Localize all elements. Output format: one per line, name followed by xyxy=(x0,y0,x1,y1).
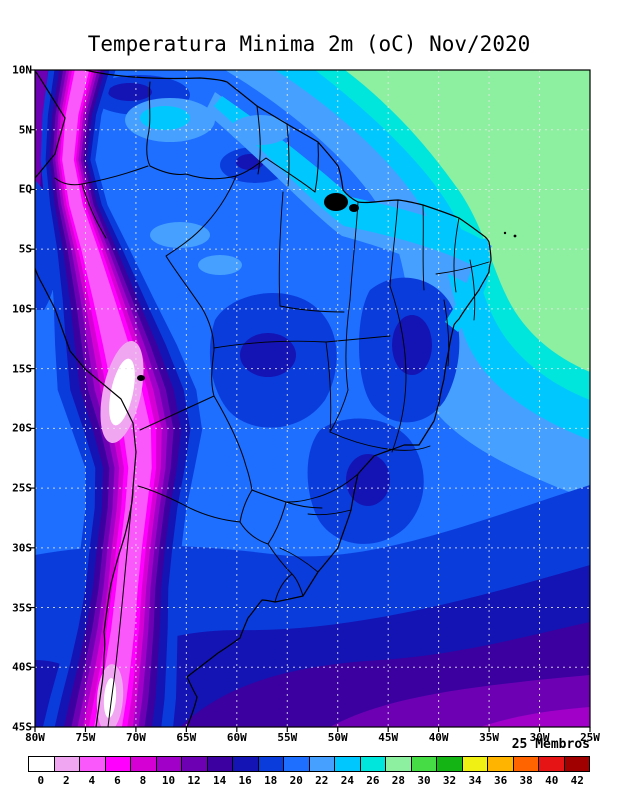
noronha-island xyxy=(513,234,517,238)
colorbar-cell xyxy=(563,756,590,772)
colorbar-label: 6 xyxy=(114,774,121,787)
colorbar-label: 16 xyxy=(238,774,252,787)
rocas-atoll xyxy=(503,231,507,235)
colorbar-label: 32 xyxy=(442,774,457,787)
state-borders xyxy=(213,191,490,573)
lat-tick-label: 25S xyxy=(12,481,32,495)
colorbar-label: 22 xyxy=(315,774,329,787)
plot-frame xyxy=(34,69,591,728)
members-label: 25 Membros xyxy=(511,737,590,752)
colorbar-label: 4 xyxy=(88,774,96,787)
colorbar-cell xyxy=(487,756,514,772)
colorbar-label: 26 xyxy=(366,774,380,787)
lat-tick-label: EQ xyxy=(18,182,32,196)
colorbar-label: 36 xyxy=(493,774,508,787)
colorbar-cell xyxy=(232,756,259,772)
colorbar-label: 10 xyxy=(161,774,176,787)
colorbar-label: 0 xyxy=(37,774,45,787)
andes-ring xyxy=(62,70,152,727)
lat-tick-label: 20S xyxy=(12,421,32,435)
lat-tick-label: 30S xyxy=(12,541,32,555)
colorbar-label: 28 xyxy=(391,774,406,787)
lon-tick-label: 65W xyxy=(176,731,197,744)
colorbar-cell xyxy=(53,756,80,772)
colorbar-label: 24 xyxy=(340,774,354,787)
lon-tick-label: 50W xyxy=(327,731,348,744)
colorbar-cell xyxy=(206,756,233,772)
country-borders xyxy=(54,81,323,727)
colorbar-label: 14 xyxy=(212,774,227,787)
colorbar-cell xyxy=(512,756,539,772)
lat-tick-label: 10S xyxy=(12,302,32,316)
lat-tick-label: 10N xyxy=(12,63,32,77)
lon-tick-label: 75W xyxy=(75,731,96,744)
colorbar-cell xyxy=(359,756,386,772)
coastline xyxy=(35,70,492,727)
lon-tick-label: 80W xyxy=(25,731,45,744)
lon-tick-label: 60W xyxy=(226,731,247,744)
colorbar-label: 18 xyxy=(264,774,278,787)
lon-tick-label: 25W xyxy=(580,731,600,744)
colorbar-cell xyxy=(410,756,437,772)
colorbar-cell xyxy=(155,756,182,772)
colorbar-cell xyxy=(461,756,488,772)
colorbar-cell xyxy=(385,756,412,772)
colorbar-cell xyxy=(436,756,463,772)
plot-area xyxy=(35,70,590,727)
colorbar xyxy=(28,756,590,772)
marajo-island xyxy=(324,193,348,211)
colorbar-cell xyxy=(28,756,55,772)
lat-tick-label: 5S xyxy=(18,242,32,256)
colorbar-label: 30 xyxy=(417,774,431,787)
marajo-islet xyxy=(349,204,359,212)
grid-lines xyxy=(35,70,590,727)
colorbar-cell xyxy=(538,756,565,772)
lat-tick-label: 15S xyxy=(12,362,32,376)
lon-tick-label: 55W xyxy=(277,731,298,744)
colorbar-label: 40 xyxy=(545,774,559,787)
colorbar-labels: 0 2 4 6 8 10 12 14 16 18 20 22 24 26 28 30 32 34 36 38 40 42 xyxy=(28,774,590,787)
chart-title: Temperatura Minima 2m (oC) Nov/2020 xyxy=(87,32,531,56)
lon-tick-label: 30W xyxy=(529,731,550,744)
lon-tick-label: 40W xyxy=(428,731,449,744)
colorbar-label: 20 xyxy=(289,774,303,787)
colorbar-cell xyxy=(334,756,361,772)
lon-tick-label: 45W xyxy=(378,731,399,744)
titicaca-lake xyxy=(137,375,145,381)
axis-ticks xyxy=(30,69,591,732)
colorbar-cell xyxy=(130,756,157,772)
lat-tick-label: 40S xyxy=(12,660,32,674)
colorbar-cell xyxy=(79,756,106,772)
colorbar-label: 42 xyxy=(570,774,584,787)
andes-cold-core xyxy=(96,340,144,727)
colorbar-cell xyxy=(181,756,208,772)
colorbar-label: 8 xyxy=(139,774,147,787)
lon-tick-label: 70W xyxy=(125,731,146,744)
colorbar-cell xyxy=(257,756,284,772)
colorbar-label: 12 xyxy=(187,774,201,787)
lat-tick-label: 45S xyxy=(12,720,32,734)
colorbar-cell xyxy=(308,756,335,772)
lat-tick-label: 35S xyxy=(12,601,32,615)
colorbar-cell xyxy=(283,756,310,772)
colorbar-label: 38 xyxy=(519,774,533,787)
islands-and-lakes xyxy=(137,193,517,381)
colorbar-label: 2 xyxy=(63,774,70,787)
lon-tick-label: 35W xyxy=(479,731,500,744)
colorbar-cell xyxy=(104,756,131,772)
lat-tick-label: 5N xyxy=(18,123,32,137)
colorbar-label: 34 xyxy=(468,774,482,787)
